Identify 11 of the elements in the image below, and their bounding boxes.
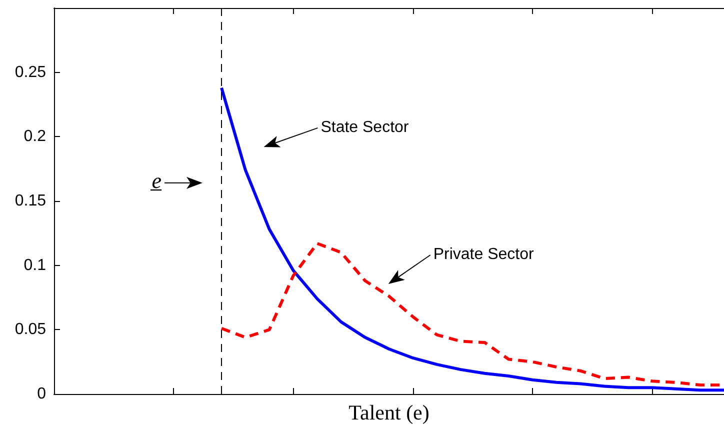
- annotation: e̲: [150, 168, 162, 193]
- y-tick-label: 0.25: [14, 64, 46, 81]
- annotation: State Sector: [320, 119, 410, 136]
- x-axis-title: Talent (e): [348, 400, 430, 424]
- annotation: Private Sector: [433, 246, 534, 264]
- y-tick-label: 0.05: [14, 321, 46, 338]
- y-tick-label: 0: [37, 386, 46, 402]
- line-series: [220, 86, 724, 392]
- y-tick-label: 0.1: [24, 256, 46, 274]
- y-tick-label: 0.2: [24, 128, 46, 146]
- y-tick-label: 0.15: [14, 192, 46, 210]
